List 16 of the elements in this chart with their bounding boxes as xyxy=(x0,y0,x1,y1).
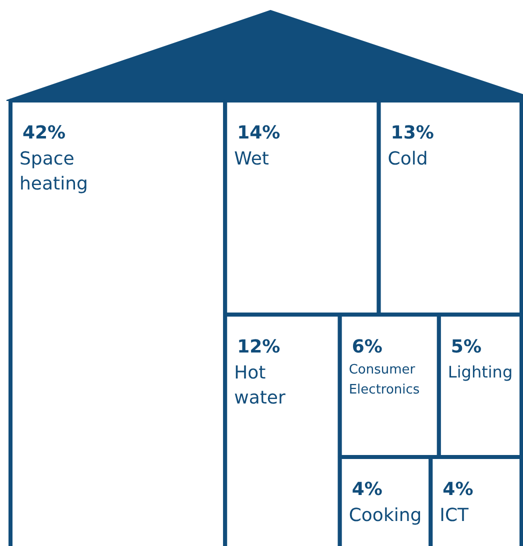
category-label: ICT xyxy=(440,504,470,526)
category-label: Lighting xyxy=(448,362,513,382)
category-label: Consumer Electronics xyxy=(348,362,420,398)
data-label: 12% xyxy=(237,336,280,358)
data-label: 6% xyxy=(352,336,382,358)
category-label: Cooking xyxy=(348,504,422,526)
data-label: 5% xyxy=(450,336,482,358)
data-label: 13% xyxy=(390,122,434,144)
data-label: 14% xyxy=(237,122,280,144)
data-label: 42% xyxy=(22,122,66,144)
category-label: Wet xyxy=(234,148,269,170)
category-label: Cold xyxy=(388,148,428,170)
category-label: Space heating xyxy=(20,148,88,194)
data-label: 4% xyxy=(352,478,382,500)
category-label: Hot water xyxy=(234,362,286,409)
data-label: 4% xyxy=(442,478,474,500)
